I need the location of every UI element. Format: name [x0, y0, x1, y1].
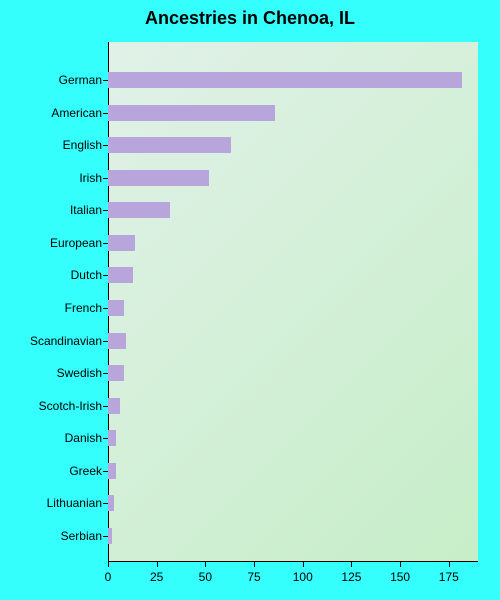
bar	[108, 463, 116, 479]
bar	[108, 235, 135, 251]
y-tick-label: Lithuanian	[47, 496, 108, 510]
y-tick-label: Irish	[79, 171, 108, 185]
y-tick-label: Italian	[70, 203, 108, 217]
bar	[108, 137, 231, 153]
plot-area: 0255075100125150175GermanAmericanEnglish…	[108, 42, 478, 562]
y-tick-label: Danish	[65, 431, 108, 445]
x-tick-label: 125	[341, 562, 361, 584]
bar	[108, 202, 170, 218]
bar	[108, 398, 120, 414]
y-tick-label: Scandinavian	[30, 334, 108, 348]
bar	[108, 528, 112, 544]
y-tick-label: German	[59, 73, 108, 87]
x-tick-label: 50	[199, 562, 212, 584]
x-tick-label: 0	[105, 562, 112, 584]
x-tick-label: 75	[247, 562, 260, 584]
x-tick-label: 100	[293, 562, 313, 584]
bar	[108, 333, 126, 349]
bar	[108, 267, 133, 283]
y-tick-label: Greek	[69, 464, 108, 478]
y-tick-label: Scotch-Irish	[39, 399, 108, 413]
chart-frame: Ancestries in Chenoa, IL City-Data.com 0…	[0, 0, 500, 600]
bar	[108, 430, 116, 446]
bar	[108, 170, 209, 186]
bar	[108, 300, 124, 316]
bar	[108, 365, 124, 381]
bar	[108, 105, 275, 121]
y-tick-label: American	[51, 106, 108, 120]
y-tick-label: Swedish	[57, 366, 108, 380]
x-tick-label: 25	[150, 562, 163, 584]
y-tick-label: English	[63, 138, 108, 152]
y-tick-label: Dutch	[71, 268, 108, 282]
y-tick-label: French	[65, 301, 108, 315]
bar	[108, 72, 462, 88]
y-tick-label: Serbian	[61, 529, 108, 543]
x-tick-label: 175	[439, 562, 459, 584]
x-tick-label: 150	[390, 562, 410, 584]
chart-title: Ancestries in Chenoa, IL	[0, 8, 500, 29]
y-tick-label: European	[50, 236, 108, 250]
bar	[108, 495, 114, 511]
